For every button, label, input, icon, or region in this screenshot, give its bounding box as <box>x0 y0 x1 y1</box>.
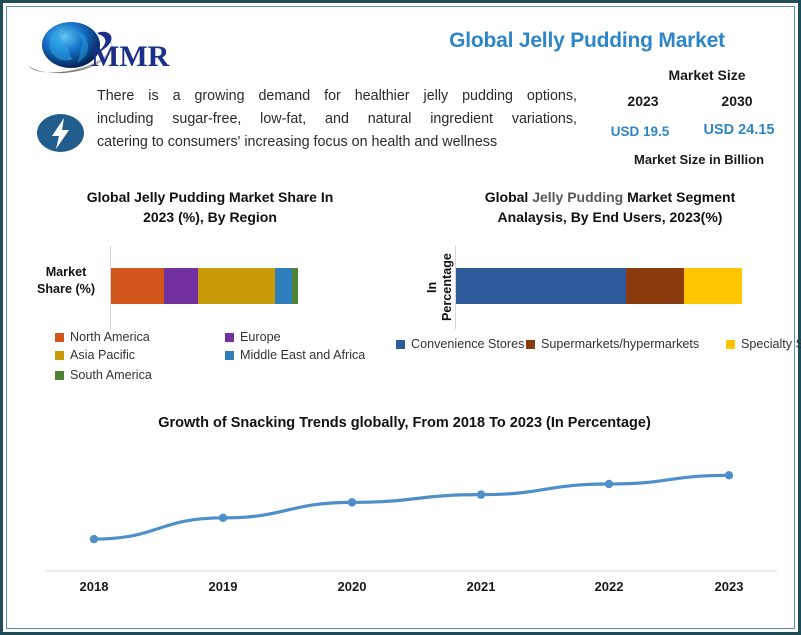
legend-label: Specialty Store <box>741 337 801 351</box>
bar-segment <box>625 268 684 304</box>
legend-swatch-icon <box>55 350 64 360</box>
x-axis-tick-label: 2022 <box>594 579 624 594</box>
legend-swatch-icon <box>526 339 535 349</box>
bar-segment <box>274 268 292 304</box>
legend-item[interactable]: North America <box>55 330 150 344</box>
legend-item[interactable]: Middle East and Africa <box>225 348 365 362</box>
region-chart-category-label: Market Share (%) <box>36 265 96 296</box>
bar-segment <box>456 268 626 304</box>
legend-item[interactable]: Europe <box>225 330 281 344</box>
line-chart-plot <box>7 427 801 587</box>
lightning-bolt-icon <box>37 111 84 155</box>
x-axis-tick-label: 2018 <box>79 579 109 594</box>
market-size-unit-note: Market Size in Billion <box>633 152 765 167</box>
legend-label: Convenience Stores <box>411 337 525 351</box>
enduser-chart-title-line1: Global Jelly Pudding Market Segment <box>484 189 736 205</box>
bar-segment <box>163 268 198 304</box>
region-chart-axis <box>110 246 111 329</box>
market-size-year-2030: 2030 <box>721 93 753 109</box>
legend-item[interactable]: Asia Pacific <box>55 348 135 362</box>
enduser-chart-title: Global Jelly Pudding Market Segment Anal… <box>445 187 775 228</box>
legend-label: Asia Pacific <box>70 348 136 362</box>
data-point-marker <box>218 513 228 523</box>
data-point-marker <box>89 534 99 544</box>
intro-line-1: There is a growing demand for healthier … <box>97 88 577 104</box>
legend-swatch-icon <box>55 370 64 380</box>
data-point-marker <box>724 471 734 480</box>
inner-frame: MMR Global Jelly Pudding Market There is… <box>6 6 801 629</box>
enduser-chart-title-line2: Analaysis, By End Users, 2023(%) <box>497 209 723 226</box>
market-size-heading: Market Size <box>668 67 746 83</box>
legend-label: Supermarkets/hypermarkets <box>541 337 700 351</box>
data-point-marker <box>347 498 357 507</box>
bar-segment <box>111 268 164 304</box>
intro-paragraph: There is a growing demand for healthier … <box>97 85 577 154</box>
legend-item[interactable]: Supermarkets/hypermarkets <box>526 337 699 351</box>
legend-label: Europe <box>240 330 281 344</box>
bar-segment <box>683 268 742 304</box>
page-title: Global Jelly Pudding Market <box>449 29 725 52</box>
enduser-stacked-bar <box>456 268 742 304</box>
legend-swatch-icon <box>726 339 735 349</box>
intro-line-3: catering to consumers' increasing focus … <box>97 134 498 151</box>
enduser-chart-category-label: In Percentage <box>425 253 455 321</box>
data-point-marker <box>604 479 614 489</box>
legend-swatch-icon <box>55 332 64 342</box>
legend-item[interactable]: South America <box>55 368 152 382</box>
legend-item[interactable]: Convenience Stores <box>396 337 524 351</box>
region-chart-title-line2: 2023 (%), By Region <box>143 209 277 226</box>
mmr-logo: MMR <box>25 19 195 77</box>
legend-item[interactable]: Specialty Store <box>726 337 801 351</box>
market-size-value-2030: USD 24.15 <box>703 122 775 138</box>
legend-swatch-icon <box>396 339 405 349</box>
enduser-chart-axis <box>455 246 456 329</box>
bar-segment <box>291 268 298 304</box>
legend-label: South America <box>70 368 152 382</box>
x-axis-tick-label: 2020 <box>337 579 367 594</box>
intro-line-2: including sugar-free, low-fat, and natur… <box>97 111 577 128</box>
x-axis-tick-label: 2021 <box>466 579 496 594</box>
market-size-year-2023: 2023 <box>627 93 659 109</box>
legend-swatch-icon <box>225 332 234 342</box>
bar-segment <box>197 268 275 304</box>
market-size-value-2023: USD 19.5 <box>610 124 670 139</box>
x-axis-tick-label: 2019 <box>208 579 238 594</box>
region-stacked-bar <box>111 268 298 304</box>
line-chart-title: Growth of Snacking Trends globally, From… <box>158 415 651 431</box>
legend-label: Middle East and Africa <box>240 348 366 362</box>
region-chart-title: Global Jelly Pudding Market Share In 202… <box>45 187 375 228</box>
logo-wordmark: MMR <box>91 40 170 73</box>
legend-label: North America <box>70 330 150 344</box>
globe-logo-icon: MMR <box>29 22 170 74</box>
region-chart-title-line1: Global Jelly Pudding Market Share In <box>86 189 334 205</box>
x-axis-tick-label: 2023 <box>714 579 744 594</box>
trend-line <box>92 473 731 541</box>
legend-swatch-icon <box>225 350 234 360</box>
data-point-marker <box>476 490 486 499</box>
